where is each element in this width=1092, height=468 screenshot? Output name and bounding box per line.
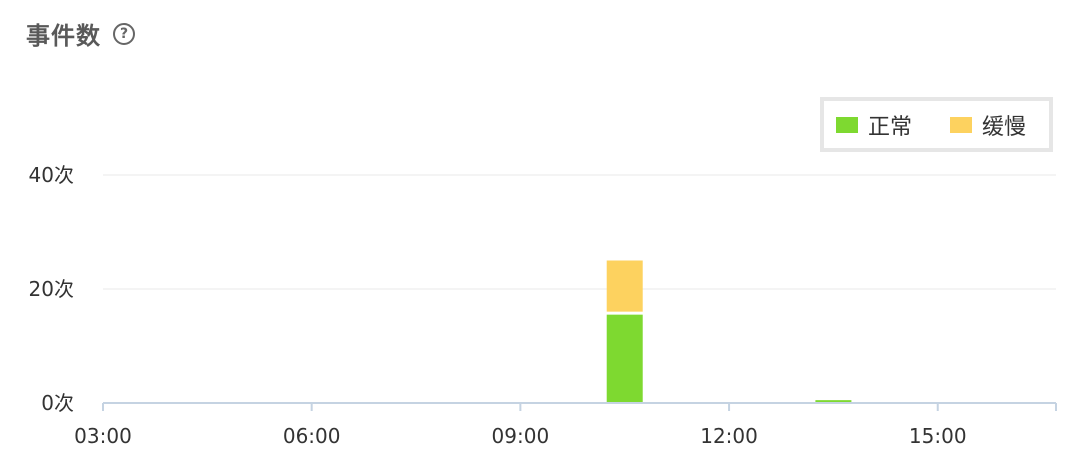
bar-normal — [815, 400, 852, 403]
legend-label-normal: 正常 — [868, 114, 913, 140]
y-tick-label: 0次 — [41, 391, 74, 415]
legend-item-slow[interactable]: 缓慢 — [950, 109, 1026, 141]
x-tick-label: 06:00 — [283, 424, 341, 448]
legend-swatch-normal — [836, 116, 858, 133]
help-icon[interactable]: ? — [113, 22, 135, 45]
chart-legend: 正常 缓慢 — [820, 97, 1053, 152]
y-tick-label: 40次 — [29, 163, 74, 187]
y-tick-label: 20次 — [29, 277, 74, 301]
x-tick-label: 09:00 — [492, 424, 550, 448]
bar-slow — [606, 260, 643, 312]
legend-swatch-slow — [950, 116, 973, 133]
x-tick-label: 03:00 — [74, 424, 132, 448]
chart-title: 事件数 — [26, 22, 101, 50]
legend-label-slow: 缓慢 — [982, 114, 1027, 140]
chart-header: 事件数 ? — [26, 16, 135, 51]
bar-normal — [606, 314, 643, 403]
x-tick-label: 12:00 — [700, 424, 758, 448]
legend-item-normal[interactable]: 正常 — [836, 109, 912, 141]
x-tick-label: 15:00 — [909, 424, 967, 448]
